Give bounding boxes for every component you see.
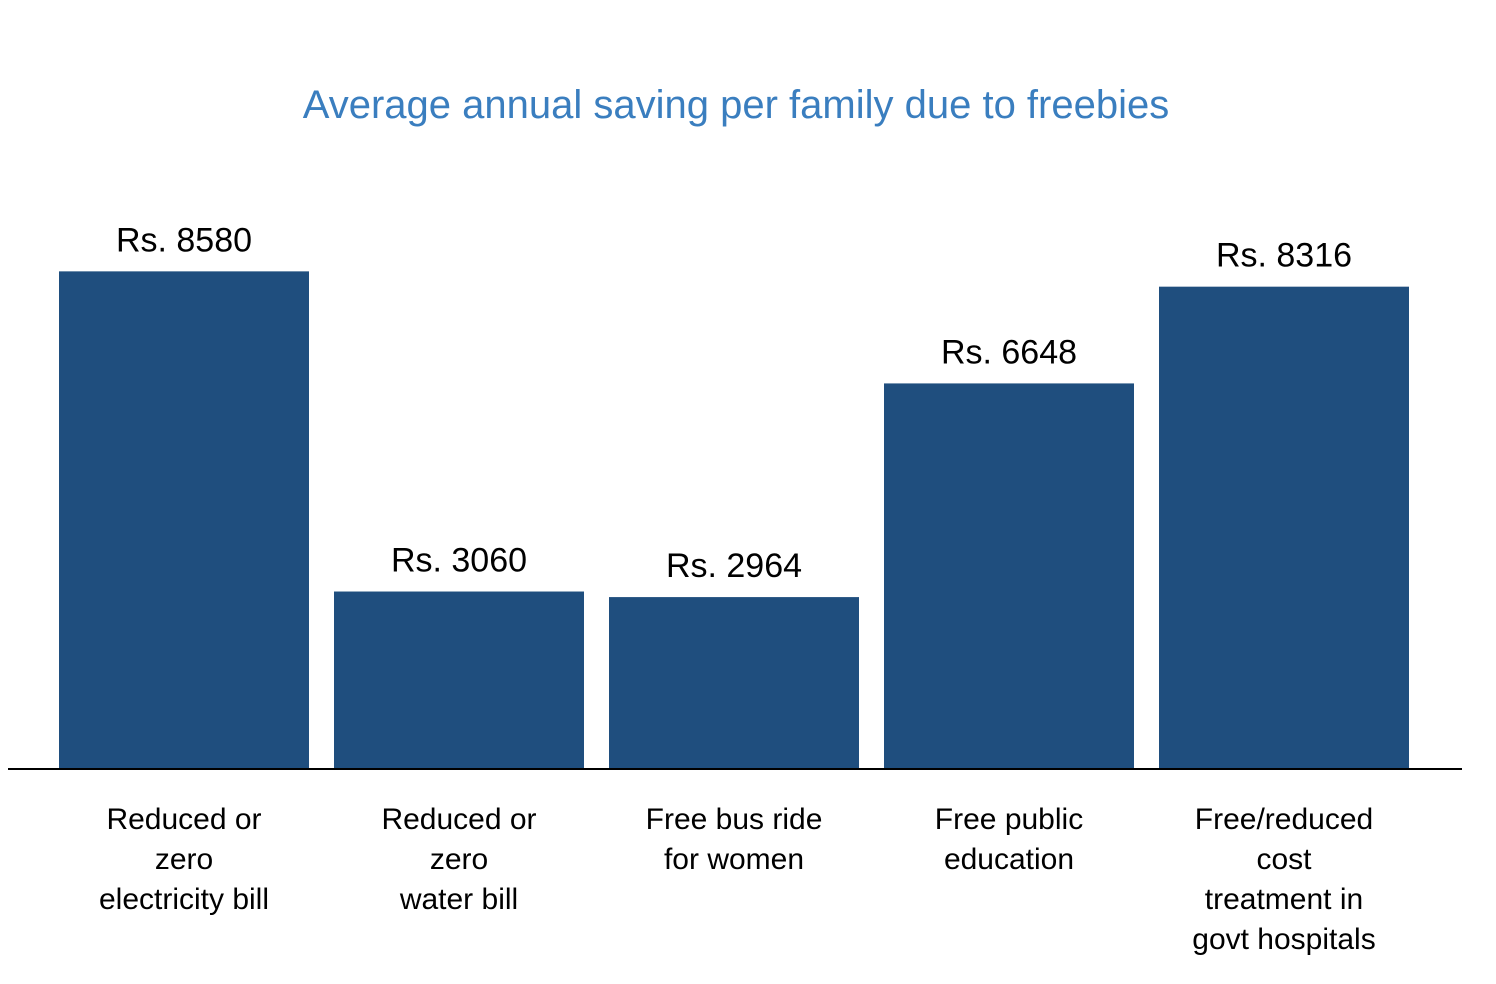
category-label-line: Free bus ride	[646, 803, 823, 836]
category-label-4: Free public education	[935, 803, 1083, 876]
category-label-5: Free/reduced cost treatment in govt hospita…	[1192, 803, 1375, 956]
chart-title: Average annual saving per family due to …	[303, 83, 1169, 127]
bar-value-label-1: Rs. 8580	[116, 221, 252, 259]
bar-value-label-3: Rs. 2964	[666, 547, 802, 585]
bar-value-label-4: Rs. 6648	[941, 333, 1077, 371]
category-label-line: electricity bill	[99, 883, 269, 916]
category-label-line: zero	[430, 843, 488, 876]
category-label-1: Reduced or zero electricity bill	[99, 803, 269, 916]
bar-1	[59, 271, 309, 769]
category-label-line: for women	[664, 843, 804, 876]
category-label-line: zero	[155, 843, 213, 876]
category-label-3: Free bus ride for women	[646, 803, 823, 876]
bar-4	[884, 383, 1134, 769]
bar-value-label-2: Rs. 3060	[391, 542, 527, 580]
category-label-2: Reduced or zero water bill	[381, 803, 536, 916]
category-label-line: water bill	[399, 883, 518, 916]
category-label-line: Free/reduced	[1195, 803, 1373, 836]
value-labels-group: Rs. 8580 Rs. 3060 Rs. 2964 Rs. 6648 Rs. 8316	[116, 221, 1352, 585]
bar-value-label-5: Rs. 8316	[1216, 237, 1352, 275]
category-label-line: education	[944, 843, 1074, 876]
category-label-line: treatment in	[1205, 883, 1363, 916]
category-label-line: Free public	[935, 803, 1083, 836]
bars-group	[59, 271, 1409, 769]
category-label-line: Reduced or	[106, 803, 261, 836]
category-label-line: cost	[1256, 843, 1312, 876]
category-label-line: Reduced or	[381, 803, 536, 836]
bar-3	[609, 597, 859, 769]
bar-2	[334, 591, 584, 769]
bar-5	[1159, 286, 1409, 769]
category-label-line: govt hospitals	[1192, 923, 1375, 956]
